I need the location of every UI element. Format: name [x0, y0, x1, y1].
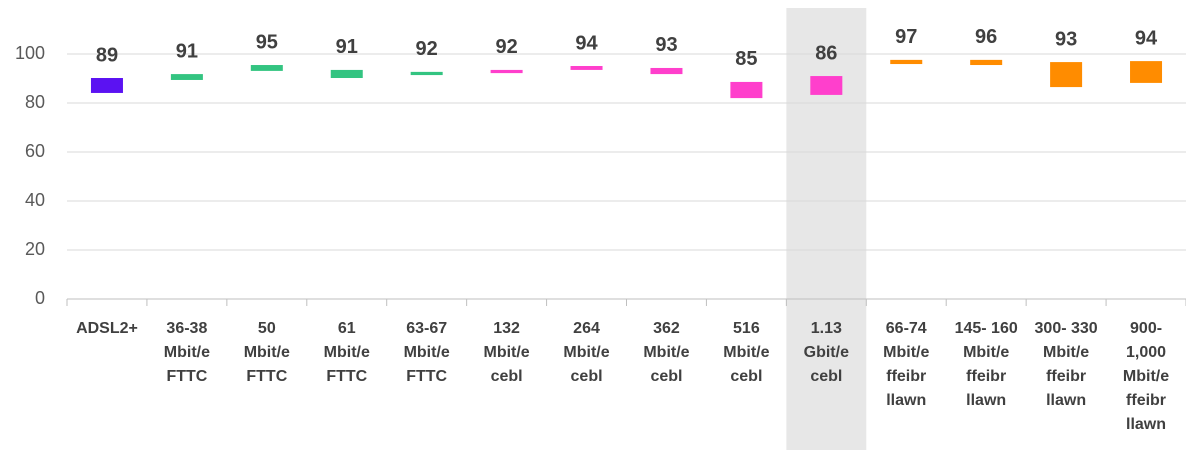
x-tick-label: FTTC — [406, 368, 447, 385]
data-label: 92 — [495, 36, 517, 58]
data-label: 91 — [336, 36, 358, 58]
x-tick-label: 132 — [493, 320, 520, 337]
x-tick-label: Mbit/e — [1123, 368, 1169, 385]
x-tick-label: Mbit/e — [404, 344, 450, 361]
bar — [410, 71, 443, 76]
x-tick-label: Mbit/e — [643, 344, 689, 361]
x-tick-label: Mbit/e — [723, 344, 769, 361]
x-tick-label: llawn — [886, 392, 926, 409]
x-tick-label: cebl — [730, 368, 762, 385]
bar — [490, 69, 523, 74]
bar — [250, 65, 283, 71]
y-tick-label: 60 — [25, 141, 45, 161]
bar — [330, 69, 363, 79]
x-tick-label: 900- — [1130, 320, 1162, 337]
data-label: 91 — [176, 40, 198, 62]
data-label: 92 — [416, 38, 438, 60]
x-tick-label: Mbit/e — [563, 344, 609, 361]
data-label: 93 — [655, 34, 677, 56]
x-tick-label: Gbit/e — [804, 344, 849, 361]
data-label: 94 — [1135, 27, 1158, 49]
x-tick-label: 362 — [653, 320, 680, 337]
bar — [730, 81, 763, 99]
bar — [570, 66, 603, 70]
x-tick-label: 300- 330 — [1035, 320, 1098, 337]
bar — [890, 59, 923, 65]
x-tick-label: FTTC — [166, 368, 207, 385]
y-tick-label: 0 — [35, 288, 45, 308]
x-tick-label: cebl — [491, 368, 523, 385]
bar — [170, 74, 203, 80]
x-tick-label: 1,000 — [1126, 344, 1166, 361]
x-tick-label: ffeibr — [886, 368, 926, 385]
x-tick-label: ADSL2+ — [76, 320, 138, 337]
bar — [810, 76, 843, 95]
x-tick-label: Mbit/e — [324, 344, 370, 361]
x-tick-label: Mbit/e — [883, 344, 929, 361]
bar — [650, 67, 683, 75]
x-tick-label: ffeibr — [1046, 368, 1086, 385]
x-tick-label: 1.13 — [811, 320, 842, 337]
bar — [970, 59, 1003, 66]
x-tick-label: 50 — [258, 320, 276, 337]
data-label: 89 — [96, 44, 118, 66]
x-tick-label: llawn — [1126, 416, 1166, 433]
data-label: 96 — [975, 26, 997, 48]
x-tick-label: Mbit/e — [483, 344, 529, 361]
x-tick-label: cebl — [650, 368, 682, 385]
y-tick-label: 40 — [25, 190, 45, 210]
x-tick-label: ffeibr — [966, 368, 1006, 385]
y-tick-label: 100 — [15, 43, 45, 63]
data-label: 93 — [1055, 28, 1077, 50]
x-tick-label: cebl — [810, 368, 842, 385]
data-label: 86 — [815, 42, 837, 64]
x-tick-label: llawn — [966, 392, 1006, 409]
x-tick-label: 61 — [338, 320, 356, 337]
x-tick-label: 264 — [573, 320, 600, 337]
bar — [1130, 61, 1163, 83]
y-tick-label: 80 — [25, 92, 45, 112]
x-tick-label: 516 — [733, 320, 760, 337]
x-tick-label: 145- 160 — [955, 320, 1018, 337]
x-tick-label: Mbit/e — [1043, 344, 1089, 361]
y-tick-label: 20 — [25, 239, 45, 259]
x-tick-label: Mbit/e — [244, 344, 290, 361]
x-tick-label: FTTC — [246, 368, 287, 385]
data-label: 97 — [895, 26, 917, 48]
x-tick-label: llawn — [1046, 392, 1086, 409]
x-tick-label: ffeibr — [1126, 392, 1166, 409]
x-tick-label: 36-38 — [166, 320, 207, 337]
bar — [90, 78, 123, 93]
x-tick-label: Mbit/e — [164, 344, 210, 361]
x-tick-label: Mbit/e — [963, 344, 1009, 361]
data-label: 95 — [256, 31, 278, 53]
x-tick-label: 66-74 — [886, 320, 927, 337]
bar — [1050, 62, 1083, 88]
x-tick-label: 63-67 — [406, 320, 447, 337]
data-label: 85 — [735, 48, 757, 70]
data-label: 94 — [575, 32, 598, 54]
x-tick-label: FTTC — [326, 368, 367, 385]
x-tick-label: cebl — [571, 368, 603, 385]
